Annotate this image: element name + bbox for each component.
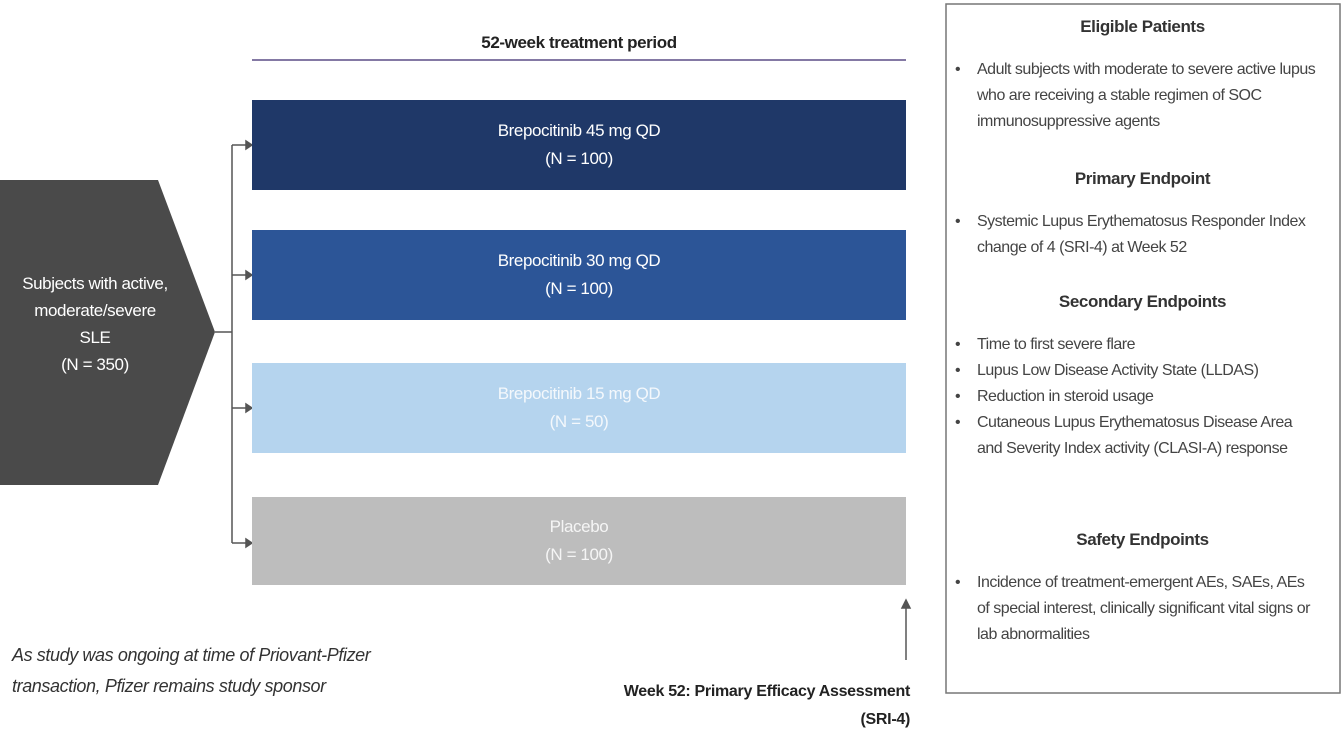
note: As study was ongoing at time of Priovant… — [12, 640, 371, 702]
panel-section: Secondary Endpoints Time to first severe … — [950, 292, 1335, 462]
bullet: Time to first severe flare — [950, 332, 1317, 358]
arm-n: (N = 100) — [545, 149, 613, 168]
panel-section: Primary Endpoint Systemic Lupus Erythemat… — [950, 169, 1335, 261]
arrows — [232, 139, 912, 660]
population-line: Subjects with active, — [22, 274, 168, 293]
arm-name: Brepocitinib 30 mg QD — [497, 251, 661, 270]
bullet: Adult subjects with moderate to severe a… — [950, 57, 1317, 135]
bullet: Reduction in steroid usage — [950, 384, 1317, 410]
arm-n: (N = 100) — [545, 545, 613, 564]
arm-n: (N = 100) — [545, 279, 613, 298]
arm-box: Brepocitinib 45 mg QD (N = 100) — [252, 100, 906, 190]
assessment-line: (SRI-4) — [860, 711, 911, 728]
bullet: Lupus Low Disease Activity State (LLDAS) — [950, 358, 1317, 384]
population: Subjects with active, moderate/severe SLE (… — [0, 270, 190, 378]
panel-border — [945, 3, 1341, 694]
population-shape — [0, 180, 215, 485]
arm-box: Brepocitinib 30 mg QD (N = 100) — [252, 230, 906, 320]
section-title: Primary Endpoint — [1074, 169, 1211, 188]
note-line: As study was ongoing at time of Priovant… — [12, 645, 371, 665]
section-title: Safety Endpoints — [1076, 530, 1209, 549]
population-line: SLE — [79, 328, 111, 347]
arm-n: (N = 50) — [549, 412, 609, 431]
arm-name: Brepocitinib 15 mg QD — [497, 384, 661, 403]
bullet: Incidence of treatment-emergent AEs, SAE… — [950, 570, 1317, 648]
population-line: (N = 350) — [61, 355, 129, 374]
bullet: Systemic Lupus Erythematosus Responder I… — [950, 209, 1317, 261]
panel-section: Eligible Patients Adult subjects with mod… — [950, 17, 1335, 135]
bullet: Cutaneous Lupus Erythematosus Disease Ar… — [950, 410, 1317, 462]
period-label: 52-week treatment period — [481, 33, 677, 52]
arm-box: Placebo (N = 100) — [252, 497, 906, 585]
arm-name: Brepocitinib 45 mg QD — [497, 121, 661, 140]
note-line: transaction, Pfizer remains study sponso… — [12, 676, 326, 696]
panel-section: Safety Endpoints Incidence of treatment-e… — [950, 530, 1335, 648]
arm-name: Placebo — [549, 517, 609, 536]
population-line: moderate/severe — [34, 301, 156, 320]
section-title: Eligible Patients — [1080, 17, 1205, 36]
section-title: Secondary Endpoints — [1058, 292, 1227, 311]
assessment: Week 52: Primary Efficacy Assessment (SRI… — [560, 678, 911, 734]
arm-box: Brepocitinib 15 mg QD (N = 50) — [252, 363, 906, 453]
assessment-line: Week 52: Primary Efficacy Assessment — [623, 683, 911, 700]
